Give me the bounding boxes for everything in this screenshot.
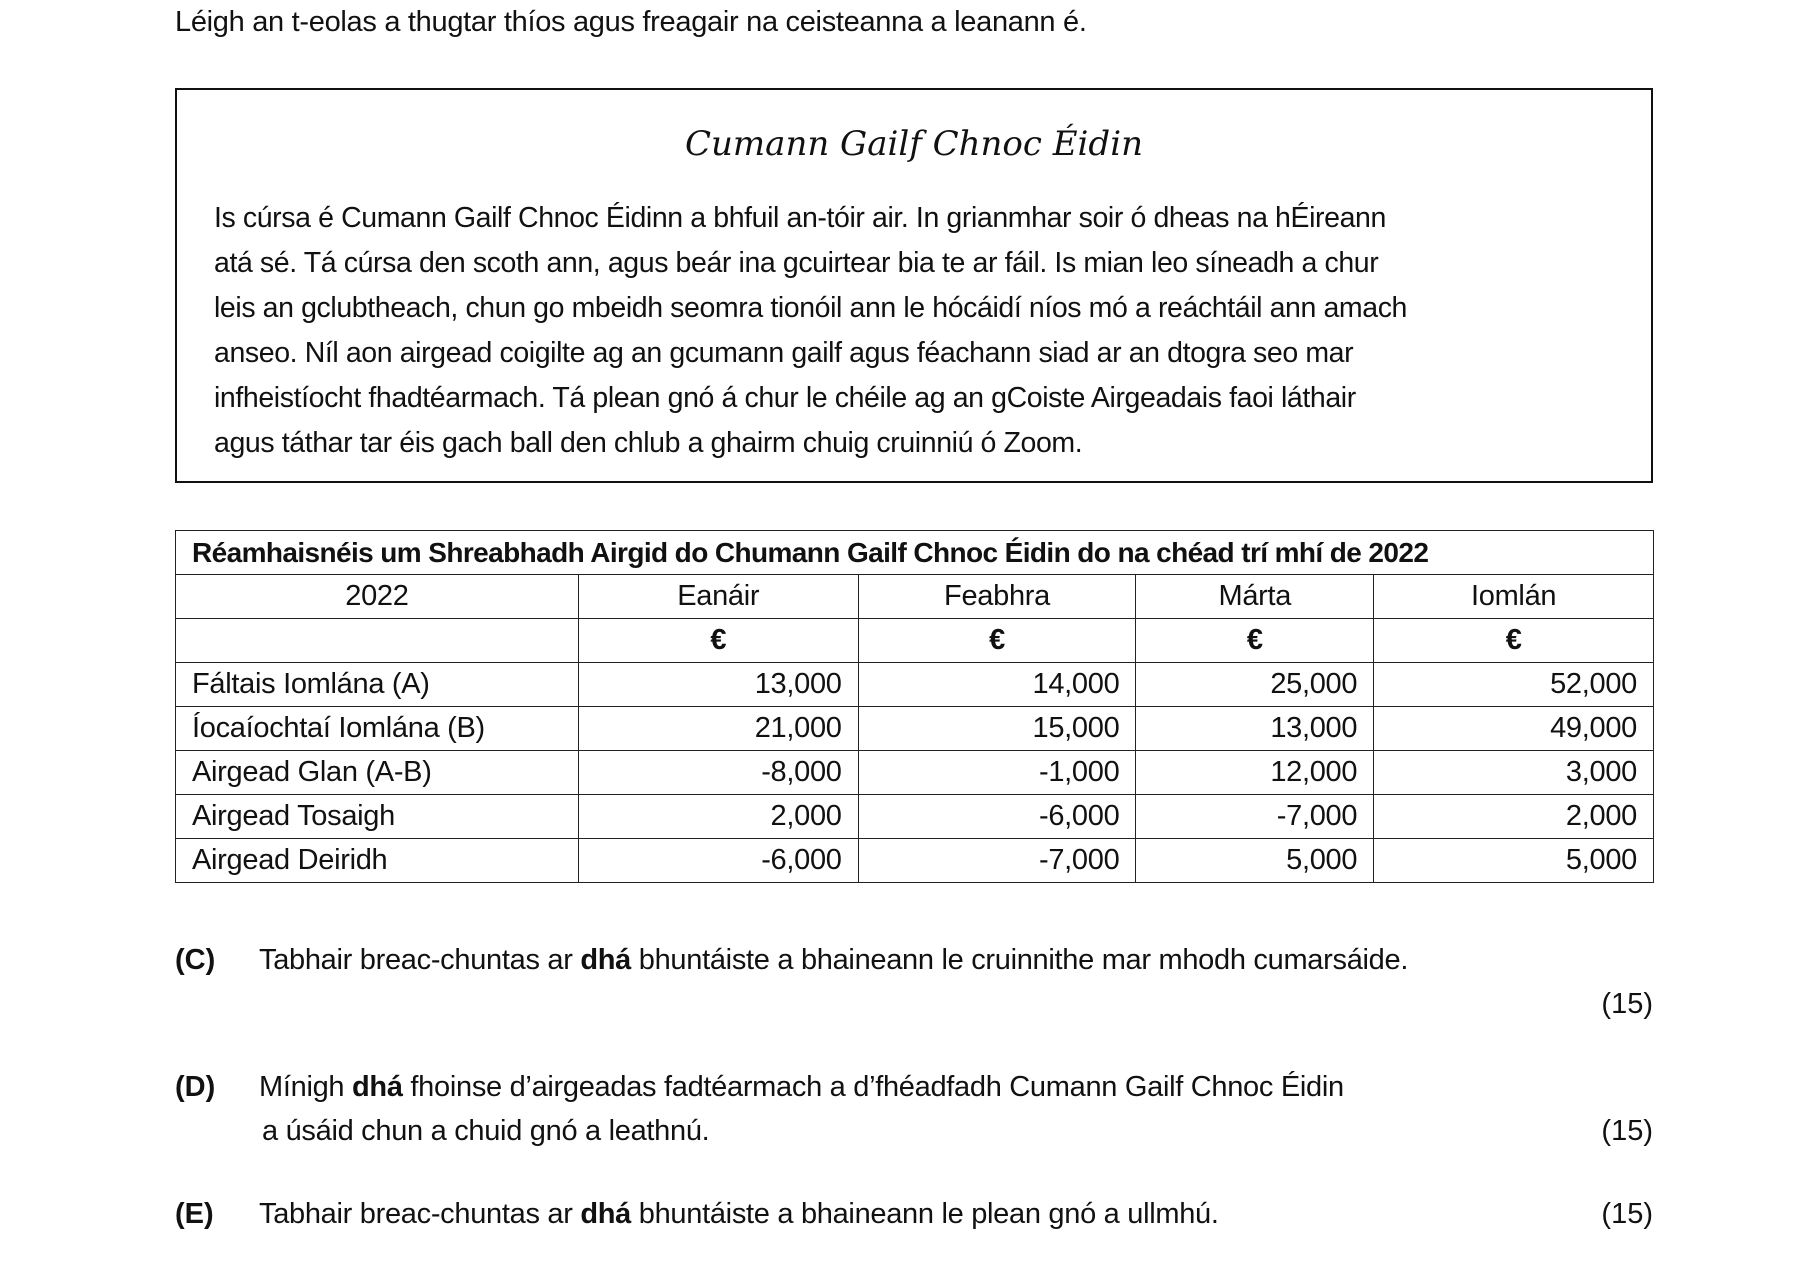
question-marks: (15) xyxy=(1601,1198,1653,1230)
table-cell: 12,000 xyxy=(1135,750,1375,795)
table-cell xyxy=(175,618,579,663)
paragraph-line: Is cúrsa é Cumann Gailf Chnoc Éidinn a b… xyxy=(214,202,1386,234)
info-paragraph: Is cúrsa é Cumann Gailf Chnoc Éidinn a b… xyxy=(214,196,1407,466)
info-box: Cumann Gailf Chnoc Éidin Is cúrsa é Cuma… xyxy=(175,88,1653,483)
question-text-line2: a úsáid chun a chuid gnó a leathnú. xyxy=(262,1115,710,1147)
header-row: 2022 Eanáir Feabhra Márta Iomlán xyxy=(175,574,1654,619)
table-row: Fáltais Iomlána (A) 13,000 14,000 25,000 52,… xyxy=(175,662,1654,707)
instructions: Léigh an t-eolas a thugtar thíos agus fr… xyxy=(175,6,1087,38)
paragraph-line: infheistíocht fhadtéarmach. Tá plean gnó… xyxy=(214,382,1356,414)
table-cell: Márta xyxy=(1135,574,1375,619)
table-cell: -7,000 xyxy=(857,838,1137,883)
paragraph-line: anseo. Níl aon airgead coigilte ag an gc… xyxy=(214,337,1354,369)
question-marks: (15) xyxy=(1601,1115,1653,1147)
table-cell: 13,000 xyxy=(577,662,859,707)
table-row: Airgead Deiridh -6,000 -7,000 5,000 5,000 xyxy=(175,838,1654,883)
table-cell: 3,000 xyxy=(1373,750,1654,795)
table-cell: -1,000 xyxy=(857,750,1137,795)
question-bold: dhá xyxy=(352,1071,403,1103)
table-cell: Fáltais Iomlána (A) xyxy=(175,662,579,707)
table-cell: 15,000 xyxy=(857,706,1137,751)
table-caption-row: Réamhaisnéis um Shreabhadh Airgid do Chu… xyxy=(175,530,1654,575)
question-marks: (15) xyxy=(1601,988,1653,1020)
table-cell: 49,000 xyxy=(1373,706,1654,751)
table-cell: 25,000 xyxy=(1135,662,1375,707)
table-cell: -6,000 xyxy=(577,838,859,883)
question-pre: Tabhair breac-chuntas ar xyxy=(259,1198,581,1230)
table-cell: € xyxy=(1135,618,1375,663)
table-cell: 2,000 xyxy=(1373,794,1654,839)
question-label: (D) xyxy=(175,1071,216,1103)
question-pre: Mínigh xyxy=(259,1071,352,1103)
table-cell: € xyxy=(857,618,1137,663)
table-cell: Airgead Tosaigh xyxy=(175,794,579,839)
table-caption: Réamhaisnéis um Shreabhadh Airgid do Chu… xyxy=(175,530,1654,575)
paragraph-line: leis an gclubtheach, chun go mbeidh seom… xyxy=(214,292,1408,324)
table-cell: -8,000 xyxy=(577,750,859,795)
cash-flow-table: Réamhaisnéis um Shreabhadh Airgid do Chu… xyxy=(175,530,1654,883)
table-cell: 5,000 xyxy=(1135,838,1375,883)
question-post: bhuntáiste a bhaineann le cruinnithe mar… xyxy=(631,944,1409,976)
question-bold: dhá xyxy=(580,944,632,976)
table-row: Airgead Glan (A-B) -8,000 -1,000 12,000 3,00… xyxy=(175,750,1654,795)
table-cell: -7,000 xyxy=(1135,794,1375,839)
table-cell: Feabhra xyxy=(857,574,1137,619)
table-row: Airgead Tosaigh 2,000 -6,000 -7,000 2,000 xyxy=(175,794,1654,839)
table-cell: Eanáir xyxy=(577,574,859,619)
box-title: Cumann Gailf Chnoc Éidin xyxy=(685,124,1143,164)
question-post: bhuntáiste a bhaineann le plean gnó a ul… xyxy=(631,1198,1219,1230)
table-cell: € xyxy=(1373,618,1654,663)
question-label: (C) xyxy=(175,944,216,976)
question-label: (E) xyxy=(175,1198,214,1230)
table-cell: 2022 xyxy=(175,574,579,619)
table-cell: € xyxy=(577,618,859,663)
table-cell: 21,000 xyxy=(577,706,859,751)
question-pre: Tabhair breac-chuntas ar xyxy=(259,944,581,976)
table-cell: Iomlán xyxy=(1373,574,1654,619)
table-cell: Airgead Deiridh xyxy=(175,838,579,883)
table-row: Íocaíochtaí Iomlána (B) 21,000 15,000 13,00… xyxy=(175,706,1654,751)
table-cell: -6,000 xyxy=(857,794,1137,839)
table-cell: 14,000 xyxy=(857,662,1137,707)
question-text: Tabhair breac-chuntas ar dhá bhuntáiste … xyxy=(259,1198,1219,1231)
paragraph-line: atá sé. Tá cúrsa den scoth ann, agus beá… xyxy=(214,247,1379,279)
table-cell: Íocaíochtaí Iomlána (B) xyxy=(175,706,579,751)
question-text: Mínigh dhá fhoinse d’airgeadas fadtéarma… xyxy=(259,1071,1344,1104)
currency-row: € € € € xyxy=(175,618,1654,663)
table-cell: 2,000 xyxy=(577,794,859,839)
table-cell: 13,000 xyxy=(1135,706,1375,751)
paragraph-line: agus táthar tar éis gach ball den chlub … xyxy=(214,427,1083,459)
question-bold: dhá xyxy=(580,1198,632,1230)
table-cell: Airgead Glan (A-B) xyxy=(175,750,579,795)
question-post: fhoinse d’airgeadas fadtéarmach a d’fhéa… xyxy=(402,1071,1344,1103)
question-text: Tabhair breac-chuntas ar dhá bhuntáiste … xyxy=(259,944,1408,977)
table-cell: 52,000 xyxy=(1373,662,1654,707)
table-cell: 5,000 xyxy=(1373,838,1654,883)
